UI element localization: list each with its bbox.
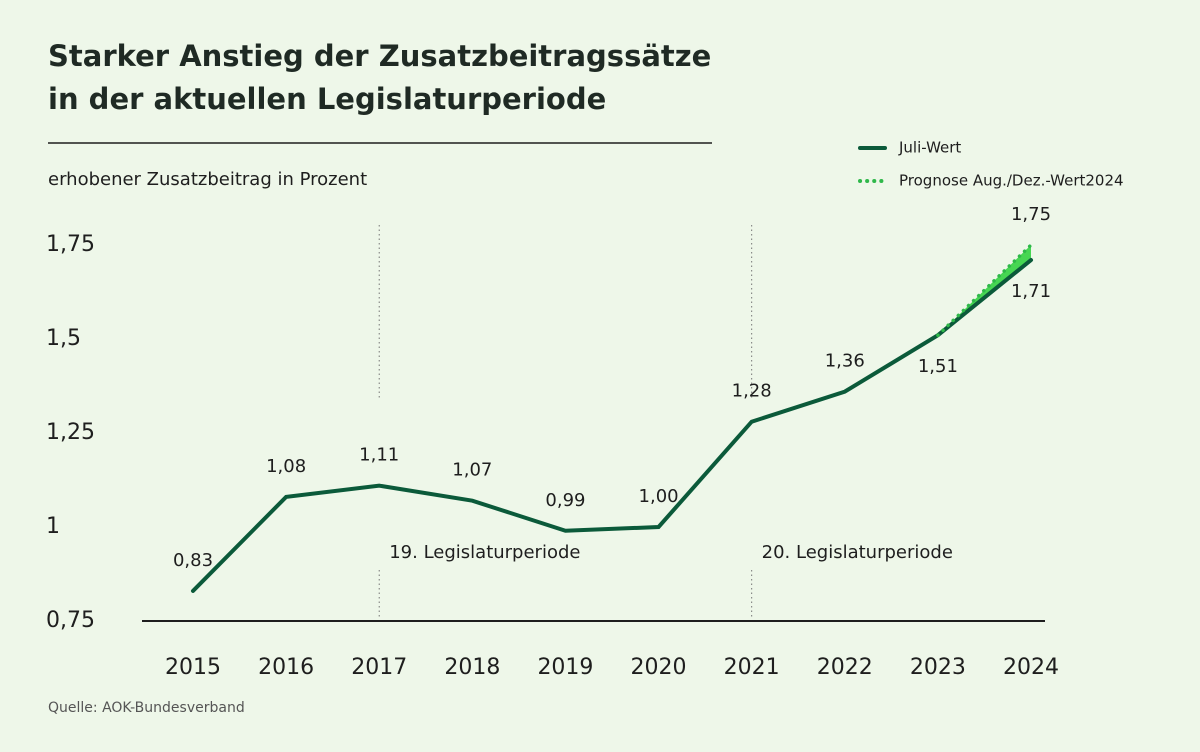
- data-label: 1,36: [825, 351, 865, 372]
- x-tick-label: 2020: [631, 655, 687, 680]
- data-label: 1,07: [452, 460, 492, 481]
- data-label: 0,83: [173, 550, 213, 571]
- x-tick-label: 2022: [817, 655, 873, 680]
- x-tick-label: 2015: [165, 655, 221, 680]
- y-tick-label: 1,5: [46, 326, 81, 351]
- data-label: 1,00: [639, 486, 679, 507]
- data-label: 1,28: [732, 381, 772, 402]
- series-line: [191, 258, 1033, 593]
- x-tick-label: 2024: [1003, 655, 1059, 680]
- y-tick-label: 0,75: [46, 608, 95, 633]
- period-label: 19. Legislaturperiode: [389, 542, 580, 563]
- data-label: 1,71: [1011, 281, 1051, 302]
- legend-label: Prognose Aug./Dez.-Wert2024: [899, 172, 1124, 190]
- data-label: 0,99: [545, 490, 585, 511]
- data-label: 1,11: [359, 445, 399, 466]
- chart-title: Starker Anstieg der Zusatzbeitragssätze: [48, 39, 711, 73]
- x-tick-label: 2021: [724, 655, 780, 680]
- data-label: 1,08: [266, 456, 306, 477]
- chart-title: in der aktuellen Legislaturperiode: [48, 82, 606, 116]
- x-tick-label: 2018: [444, 655, 500, 680]
- y-tick-label: 1,75: [46, 232, 95, 257]
- data-label: 1,51: [918, 356, 958, 377]
- data-label: 1,75: [1011, 204, 1051, 225]
- subtitle: erhobener Zusatzbeitrag in Prozent: [48, 169, 367, 190]
- source: Quelle: AOK-Bundesverband: [48, 700, 245, 716]
- series-line: [936, 243, 1033, 337]
- period-label: 20. Legislaturperiode: [762, 542, 953, 563]
- x-tick-label: 2016: [258, 655, 314, 680]
- legend-label: Juli-Wert: [898, 139, 961, 157]
- x-tick-label: 2023: [910, 655, 966, 680]
- x-tick-label: 2017: [351, 655, 407, 680]
- x-tick-label: 2019: [537, 655, 593, 680]
- y-tick-label: 1,25: [46, 420, 95, 445]
- y-tick-label: 1: [46, 514, 60, 539]
